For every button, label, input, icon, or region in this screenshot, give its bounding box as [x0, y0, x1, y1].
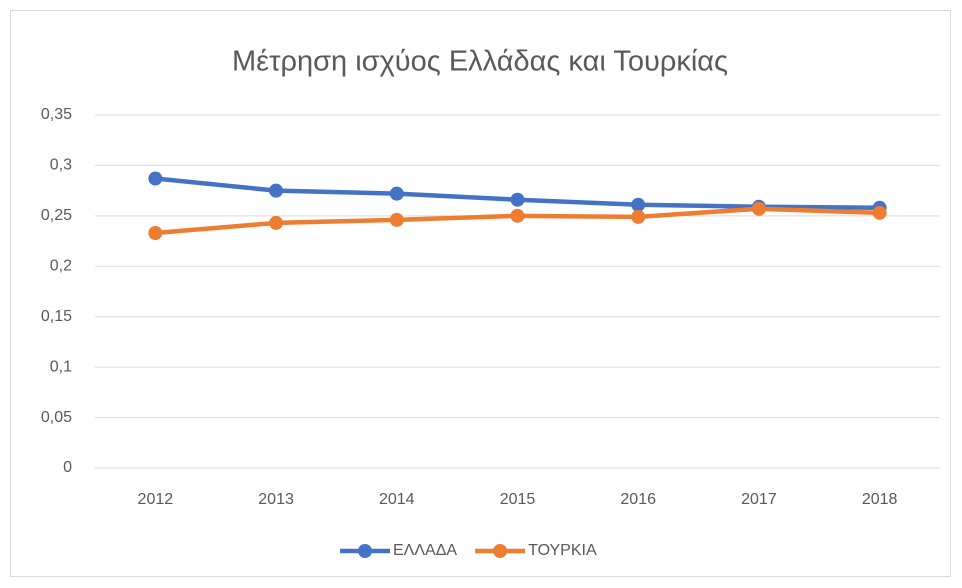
- point: [631, 209, 646, 224]
- legend-label: ΤΟΥΡΚΙΑ: [528, 542, 597, 559]
- chart-frame: [10, 10, 951, 577]
- y-tick-label: 0,35: [41, 106, 72, 123]
- point: [510, 192, 525, 207]
- y-tick-label: 0,25: [41, 207, 72, 224]
- point: [872, 205, 887, 220]
- y-tick-label: 0,3: [50, 157, 72, 174]
- legend-swatch-marker: [358, 544, 372, 558]
- x-tick-label: 2018: [862, 491, 898, 508]
- x-tick-label: 2013: [258, 491, 294, 508]
- point: [389, 186, 404, 201]
- point: [751, 201, 766, 216]
- point: [269, 215, 284, 230]
- y-tick-label: 0,05: [41, 409, 72, 426]
- y-tick-label: 0: [63, 459, 72, 476]
- y-tick-label: 0,1: [50, 358, 72, 375]
- x-tick-label: 2012: [138, 491, 174, 508]
- point: [148, 171, 163, 186]
- y-tick-label: 0,2: [50, 258, 72, 275]
- point: [631, 197, 646, 212]
- chart-title: Μέτρηση ισχύος Ελλάδας και Τουρκίας: [232, 46, 728, 78]
- legend-label: ΕΛΛΑΔΑ: [393, 542, 457, 559]
- x-tick-label: 2015: [500, 491, 536, 508]
- point: [510, 208, 525, 223]
- y-tick-label: 0,15: [41, 308, 72, 325]
- x-tick-label: 2014: [379, 491, 415, 508]
- point: [148, 226, 163, 241]
- x-tick-label: 2017: [741, 491, 777, 508]
- point: [389, 212, 404, 227]
- x-tick-label: 2016: [620, 491, 656, 508]
- point: [269, 183, 284, 198]
- legend-swatch-marker: [493, 544, 508, 558]
